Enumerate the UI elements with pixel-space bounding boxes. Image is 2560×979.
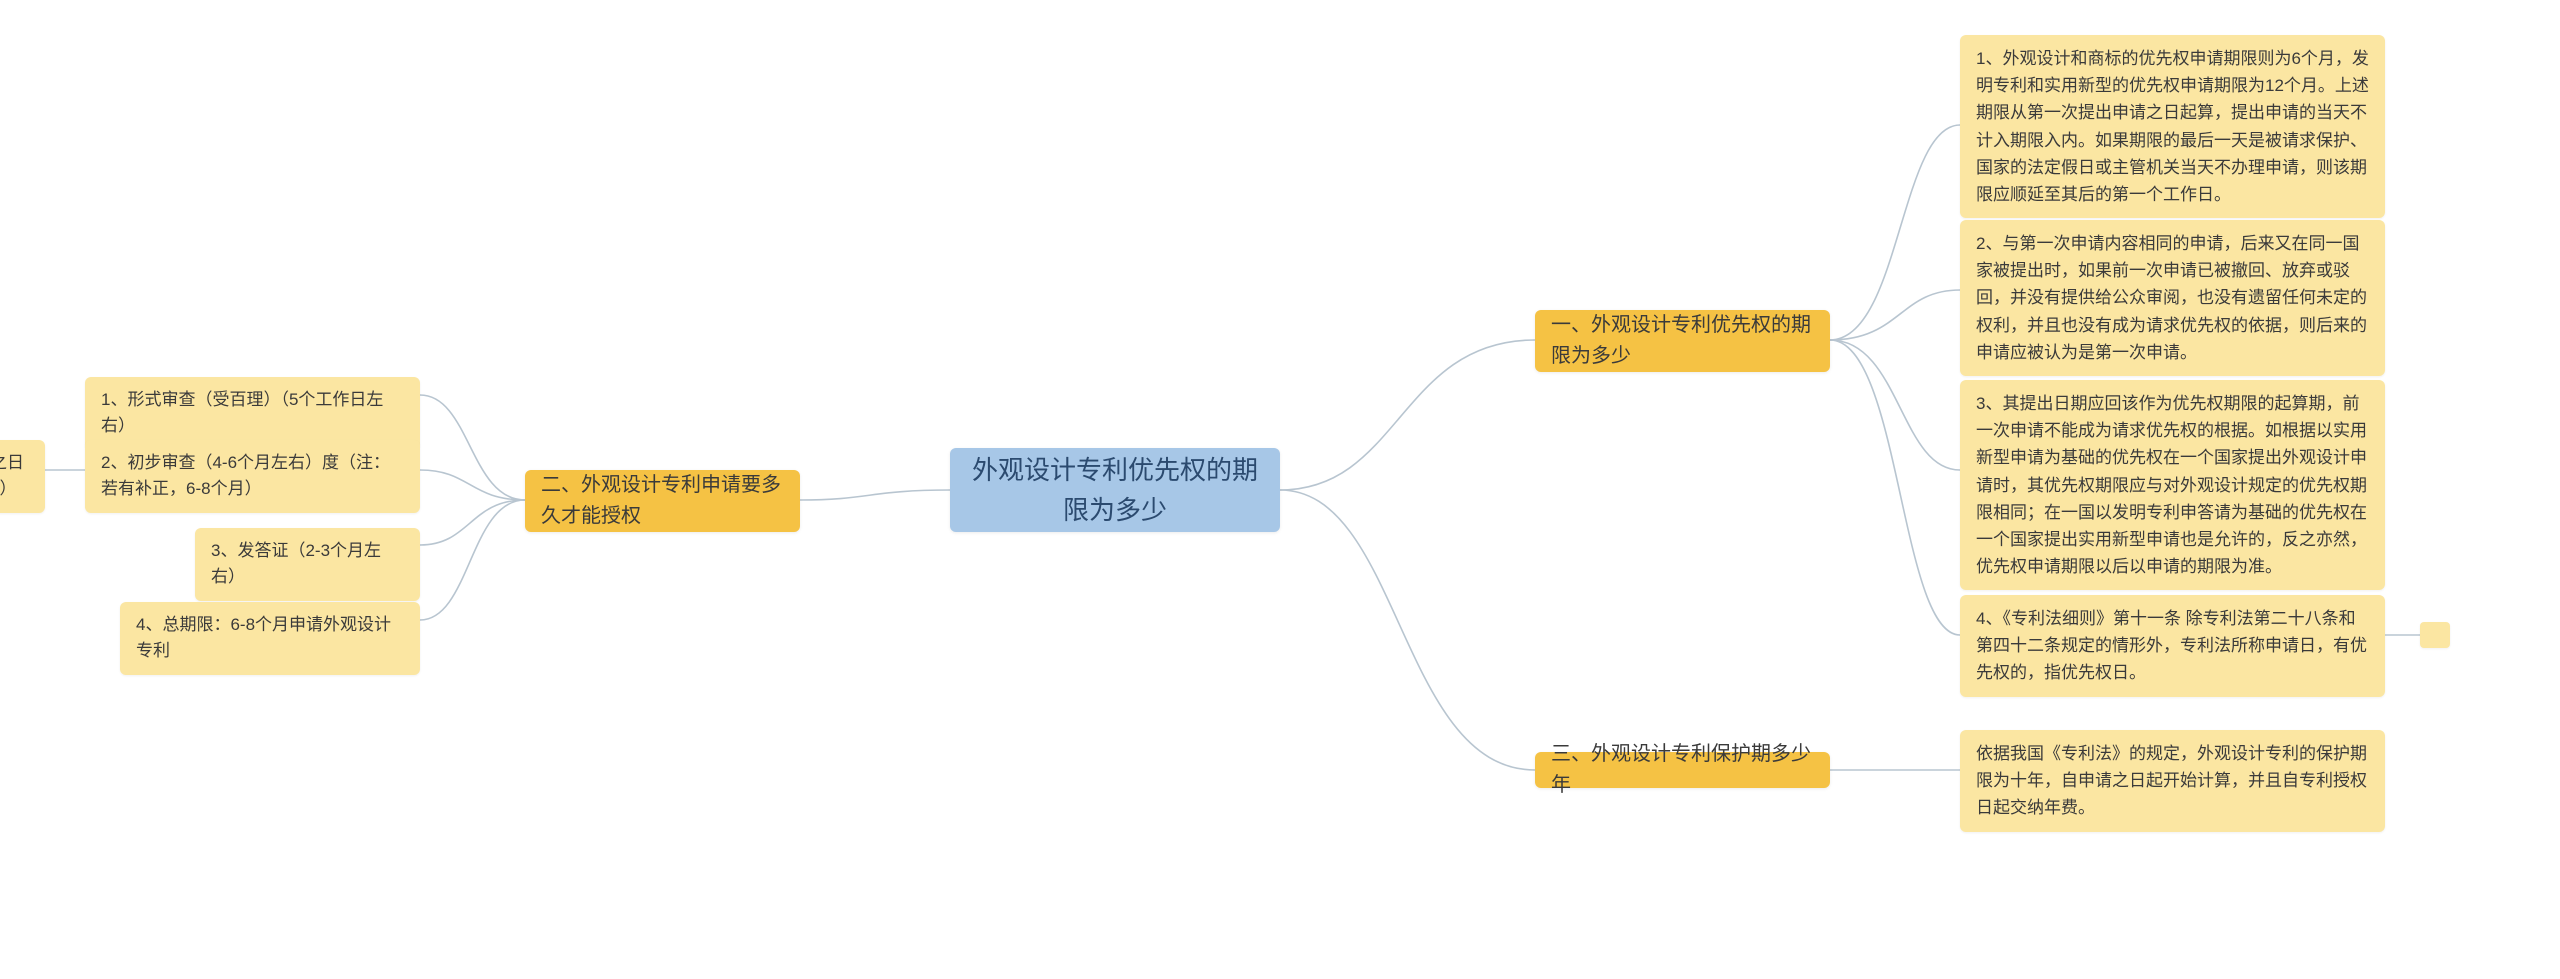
branch-1-item-1: 1、外观设计和商标的优先权申请期限则为6个月，发明专利和实用新型的优先权申请期限… <box>1960 35 2385 218</box>
branch-2-item-1: 1、形式审查（受百理）（5个工作日左右） <box>85 377 420 450</box>
branch-1-item-2: 2、与第一次申请内容相同的申请，后来又在同一国家被提出时，如果前一次申请已被撤回… <box>1960 220 2385 376</box>
branch-2-item-2: 2、初步审查（4-6个月左右）度（注：若有补正，6-8个月） <box>85 440 420 513</box>
branch-3-item: 依据我国《专利法》的规定，外观设计专利的保护期限为十年，自申请之日起开始计算，并… <box>1960 730 2385 832</box>
branch-1-item-4: 4、《专利法细则》第十一条 除专利法第二十八条和第四十二条规定的情形外，专利法所… <box>1960 595 2385 697</box>
branch-1-item-4-stub <box>2420 622 2450 648</box>
branch-1-item-3: 3、其提出日期应回该作为优先权期限的起算期，前一次申请不能成为请求优先权的根据。… <box>1960 380 2385 590</box>
branch-2-item-3: 3、发答证（2-3个月左右） <box>195 528 420 601</box>
branch-1-title: 一、外观设计专利优先权的期限为多少 <box>1535 310 1830 372</box>
root-node: 外观设计专利优先权的期限为多少 <box>950 448 1280 532</box>
branch-2-item-4: 4、总期限：6-8个月申请外观设计专利 <box>120 602 420 675</box>
branch-2-note: （注：期间收到驳回决定，可以在收到之日起3个月内向专利复审问委员会请求复审） <box>0 440 45 513</box>
branch-2-title: 二、外观设计专利申请要多久才能授权 <box>525 470 800 532</box>
branch-3-title: 三、外观设计专利保护期多少年 <box>1535 752 1830 788</box>
